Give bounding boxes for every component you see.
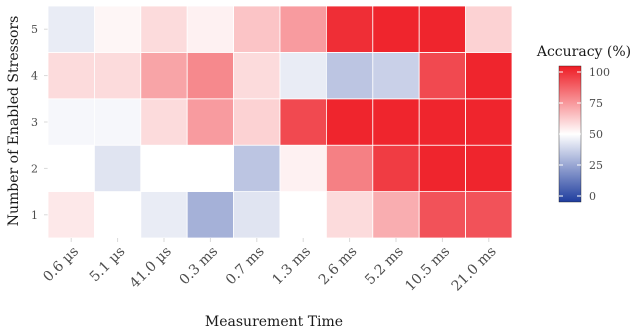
y-tick-label: 1 <box>31 209 38 222</box>
heatmap-cell <box>140 191 188 239</box>
heatmap-cell <box>233 52 281 100</box>
heatmap-cell <box>186 5 234 53</box>
heatmap-cell <box>325 98 374 146</box>
y-tick-label: 3 <box>31 116 38 129</box>
colorbar-legend: Accuracy (%) 0 25 50 75 100 <box>536 44 631 203</box>
y-tick-label: 4 <box>31 70 38 83</box>
heatmap-cell <box>186 98 234 146</box>
colorbar-tick-label: 25 <box>589 159 603 172</box>
heatmap-cell <box>47 98 95 146</box>
heatmap-cell <box>418 52 467 100</box>
heatmap-cell <box>418 191 467 239</box>
heatmap-cell <box>47 52 95 100</box>
heatmap-cell <box>279 52 327 100</box>
heatmap-cell <box>279 144 327 192</box>
heatmap-cell <box>94 52 142 100</box>
heatmap-cell <box>418 98 467 146</box>
x-tick-label: 5.1 µs <box>87 244 129 286</box>
x-tick-label: 0.6 µs <box>40 244 82 286</box>
heatmap-cell <box>279 98 327 146</box>
heatmap-cell <box>186 144 234 192</box>
heatmap-cell <box>186 52 234 100</box>
heatmap-cell <box>325 191 374 239</box>
heatmap-cell <box>47 144 95 192</box>
heatmap-cell <box>140 144 188 192</box>
colorbar-tick-label: 50 <box>589 128 603 141</box>
y-axis-title: Number of Enabled Stressors <box>6 16 22 227</box>
heatmap-cell <box>372 5 420 53</box>
heatmap-cell <box>465 144 513 192</box>
heatmap-cell <box>47 191 95 239</box>
heatmap-cell <box>279 191 327 239</box>
x-tick-label: 0.3 ms <box>177 244 222 289</box>
heatmap-cell <box>372 191 420 239</box>
colorbar-tick-label: 100 <box>589 66 610 79</box>
heatmap-cell <box>465 98 513 146</box>
heatmap-cell <box>233 191 281 239</box>
heatmap-cell <box>325 5 374 53</box>
heatmap-cell <box>233 144 281 192</box>
colorbar-tick-label: 0 <box>589 190 596 203</box>
heatmap-cell <box>140 98 188 146</box>
x-tick-label: 5.2 ms <box>362 244 407 289</box>
heatmap-cell <box>418 144 467 192</box>
colorbar-tick-label: 75 <box>589 97 603 110</box>
heatmap-cell <box>47 5 95 53</box>
x-tick-label: 2.6 ms <box>316 244 361 289</box>
x-tick-label: 41.0 µs <box>127 244 175 292</box>
x-tick-label: 0.7 ms <box>223 244 268 289</box>
y-tick-label: 5 <box>31 23 38 36</box>
heatmap-cell <box>94 191 142 239</box>
heatmap-cell <box>418 5 467 53</box>
heatmap-cell <box>186 191 234 239</box>
x-axis-title: Measurement Time <box>205 314 343 330</box>
x-tick-label: 10.5 ms <box>402 244 453 295</box>
x-tick-label: 21.0 ms <box>449 244 500 295</box>
x-tick-label: 1.3 ms <box>269 244 314 289</box>
heatmap-cell <box>465 5 513 53</box>
y-tick-label: 2 <box>31 162 38 175</box>
heatmap-cell <box>325 52 374 100</box>
heatmap-cell <box>94 144 142 192</box>
heatmap-cell <box>465 191 513 239</box>
heatmap-cell <box>372 98 420 146</box>
heatmap-cell <box>233 5 281 53</box>
heatmap-cell <box>372 144 420 192</box>
heatmap-cell <box>372 52 420 100</box>
colorbar-title: Accuracy (%) <box>536 44 631 60</box>
heatmap-cell <box>94 98 142 146</box>
heatmap-cell <box>94 5 142 53</box>
heatmap-cell <box>325 144 374 192</box>
heatmap-cell <box>465 52 513 100</box>
heatmap-cell <box>279 5 327 53</box>
heatmap-cell <box>140 52 188 100</box>
heatmap-cell <box>140 5 188 53</box>
heatmap-cell <box>233 98 281 146</box>
